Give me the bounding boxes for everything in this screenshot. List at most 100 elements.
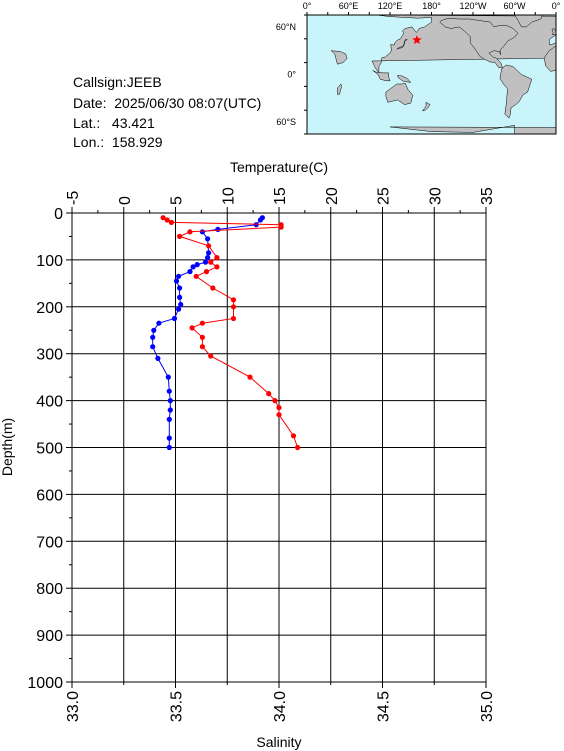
map-lat-label: 60°N [276, 22, 296, 32]
temperature-point [171, 315, 178, 322]
salinity-tick-label: 34.5 [376, 691, 393, 722]
salinity-point [168, 219, 174, 225]
depth-tick-label: 300 [36, 347, 63, 364]
plot-frame [71, 212, 487, 683]
temperature-point [187, 269, 193, 275]
depth-tick-label: 900 [36, 628, 63, 645]
salinity-tick-labels: 33.0 33.5 34.0 34.5 35.0 [65, 691, 496, 722]
temperature-tick-label: 35 [479, 187, 496, 205]
info-callsign: Callsign:JEEB [73, 75, 162, 89]
temperature-point [150, 344, 156, 350]
callsign-label: Callsign: [73, 74, 127, 90]
salinity-point [214, 264, 220, 270]
grid-lines [72, 213, 486, 682]
salinity-tick-label: 34.0 [272, 691, 289, 722]
temperature-point [194, 262, 200, 268]
salinity-point [276, 405, 282, 411]
salinity-point [230, 297, 237, 303]
salinity-point [193, 273, 199, 279]
temperature-point [173, 278, 180, 284]
temperature-tick-label: 5 [169, 196, 186, 205]
salinity-point [187, 229, 193, 235]
depth-tick-label: 500 [36, 441, 63, 458]
salinity-point [160, 215, 166, 221]
lat-value: 43.421 [111, 115, 155, 131]
salinity-point [266, 391, 272, 397]
temperature-tick-label: -5 [65, 191, 82, 205]
south-america-landmass [499, 64, 533, 119]
temperature-point [177, 294, 183, 300]
profile-chart: -5 0 5 10 15 20 25 30 35 01002003004005006007008… [0, 159, 496, 750]
salinity-point [247, 374, 253, 380]
salinity-series [160, 215, 301, 451]
temperature-point [167, 407, 173, 413]
salinity-point [199, 344, 205, 350]
map-lat-label: 60°S [276, 117, 296, 127]
temperature-point [150, 334, 156, 340]
depth-tick-label: 600 [36, 487, 63, 504]
temperature-tick-labels: -5 0 5 10 15 20 25 30 35 [65, 187, 496, 205]
temperature-point [215, 226, 221, 232]
temperature-tick-label: 10 [220, 187, 237, 205]
depth-axis-title: Depth(m) [0, 418, 15, 476]
depth-tick-label: 700 [36, 534, 63, 551]
temperature-point [199, 229, 205, 235]
new-guinea-landmass [397, 74, 412, 83]
temperature-point [202, 259, 209, 265]
temperature-point [151, 327, 157, 333]
map-lon-label: 0° [552, 1, 561, 11]
salinity-tick-label: 33.0 [65, 691, 82, 722]
info-lat: Lat.: 43.421 [73, 116, 155, 130]
salinity-point [230, 315, 237, 322]
salinity-point [177, 233, 183, 239]
temperature-point [190, 264, 196, 270]
australia-landmass [385, 82, 414, 105]
depth-tick-label: 400 [36, 394, 63, 411]
temperature-tick-label: 0 [117, 196, 134, 205]
madagascar-landmass [337, 83, 342, 95]
lon-label: Lon.: [73, 134, 105, 150]
map-lat-labels: 60°N 0° 60°S [276, 22, 297, 127]
temperature-point [155, 355, 161, 361]
temperature-point [205, 236, 211, 242]
temperature-point [206, 250, 212, 256]
salinity-tick-label: 35.0 [479, 691, 496, 722]
temperature-tick-label: 25 [376, 187, 393, 205]
world-map: 0° 60°E 120°E 180° 120°W 60°W 0° 60°N 0° 60°S [276, 1, 564, 136]
salinity-point [189, 325, 195, 331]
salinity-point [290, 433, 297, 439]
salinity-point [276, 412, 282, 418]
temperature-point [166, 444, 172, 451]
greenland-landmass [514, 14, 543, 28]
temperature-point [156, 320, 162, 326]
salinity-point [199, 320, 205, 326]
japan-landmass [396, 39, 409, 50]
temperature-point [166, 388, 172, 394]
salinity-point [278, 224, 284, 230]
station-marker-star [412, 35, 422, 45]
lat-label: Lat.: [73, 115, 101, 131]
salinity-point [199, 334, 205, 340]
temperature-point [178, 301, 184, 308]
indonesia-landmass [372, 70, 391, 82]
temperature-point [257, 217, 263, 223]
salinity-point [295, 444, 301, 451]
new-zealand-landmass [421, 101, 431, 112]
map-land [306, 13, 564, 136]
temperature-point [253, 222, 259, 228]
temperature-point [176, 306, 182, 312]
salinity-point [230, 304, 237, 310]
temperature-axis-title: Temperature(C) [230, 159, 328, 175]
temperature-point [205, 255, 211, 261]
map-overflow-mask [556, 13, 564, 136]
eurasia-landmass [371, 14, 564, 74]
salinity-point [206, 243, 212, 249]
map-lon-label: 120°W [459, 1, 487, 11]
salinity-point [210, 285, 216, 291]
map-frame [304, 12, 557, 135]
temperature-tick-label: 15 [272, 187, 289, 205]
temperature-point [166, 416, 172, 422]
depth-tick-label: 800 [36, 581, 63, 598]
depth-tick-label: 1000 [27, 675, 63, 692]
